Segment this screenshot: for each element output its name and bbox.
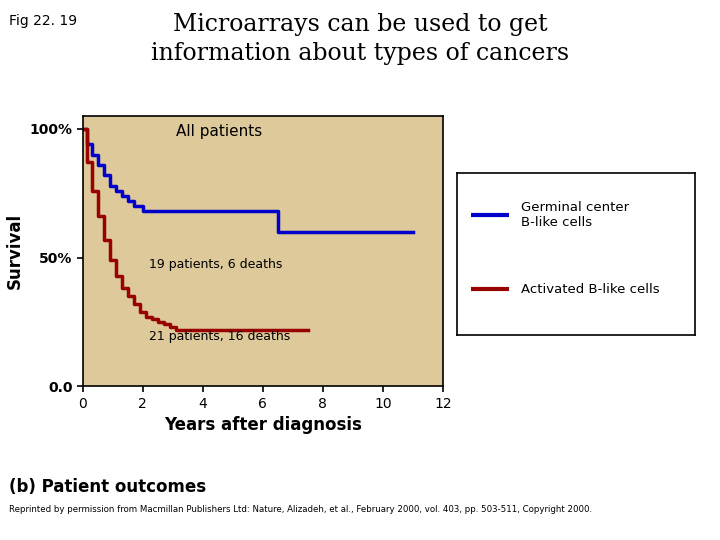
Text: Microarrays can be used to get
information about types of cancers: Microarrays can be used to get informati…	[151, 14, 569, 65]
Text: 19 patients, 6 deaths: 19 patients, 6 deaths	[149, 258, 282, 271]
X-axis label: Years after diagnosis: Years after diagnosis	[164, 416, 361, 434]
Text: 21 patients, 16 deaths: 21 patients, 16 deaths	[149, 330, 290, 343]
Y-axis label: Survival: Survival	[6, 213, 24, 289]
Text: Reprinted by permission from Macmillan Publishers Ltd: Nature, Alizadeh, et al.,: Reprinted by permission from Macmillan P…	[9, 505, 592, 514]
Text: Fig 22. 19: Fig 22. 19	[9, 14, 77, 28]
Text: Activated B-like cells: Activated B-like cells	[521, 283, 660, 296]
Text: (b) Patient outcomes: (b) Patient outcomes	[9, 478, 206, 496]
Text: All patients: All patients	[176, 124, 263, 139]
Text: Germinal center
B-like cells: Germinal center B-like cells	[521, 201, 629, 229]
